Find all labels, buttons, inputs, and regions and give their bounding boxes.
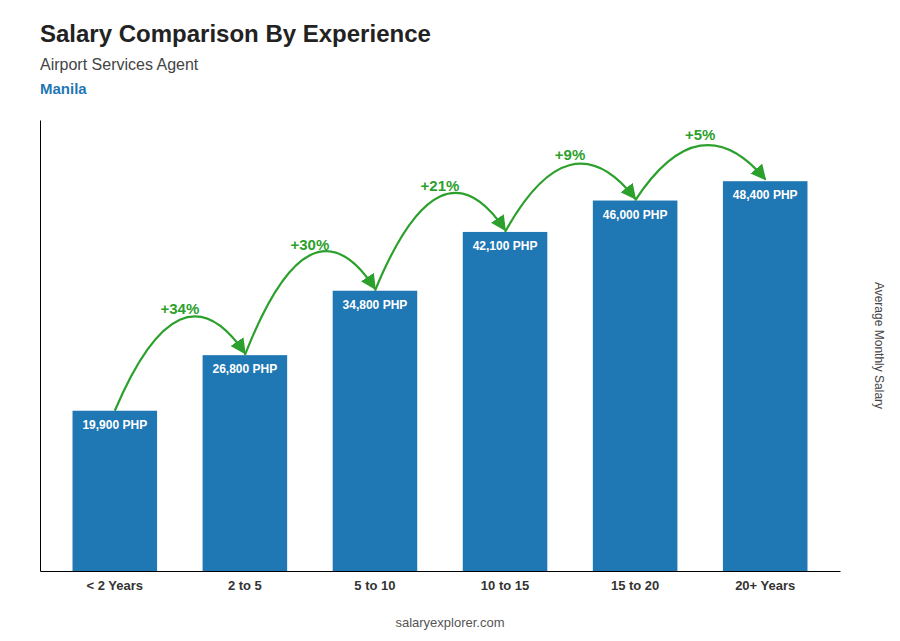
x-tick: 15 to 20: [611, 578, 659, 593]
x-tick: 20+ Years: [735, 578, 795, 593]
data-label: 48,400 PHP: [733, 188, 798, 202]
title: Salary Comparison By Experience: [40, 20, 431, 47]
bar: [723, 181, 808, 571]
x-tick-label: 20+ Years: [735, 578, 795, 593]
bar: [463, 232, 548, 571]
pct-arc: [375, 193, 505, 291]
x-tick-label: 15 to 20: [611, 578, 659, 593]
pct-arc: [505, 164, 635, 232]
data-label: 26,800 PHP: [213, 362, 278, 376]
y-axis: [40, 121, 41, 572]
x-tick: 5 to 10: [354, 578, 395, 593]
data-labels: 19,900 PHP 26,800 PHP 34,800 PHP 42,100 PHP…: [82, 188, 797, 432]
pct-label: +5%: [685, 126, 715, 143]
bar: [593, 201, 678, 571]
data-label: 34,800 PHP: [343, 298, 408, 312]
subtitle: Airport Services Agent: [40, 56, 199, 73]
data-label: 19,900 PHP: [82, 418, 147, 432]
bar: [203, 355, 288, 571]
y-label: Average Monthly Salary: [872, 282, 886, 409]
x-axis-line: [41, 571, 841, 572]
data-label: 46,000 PHP: [603, 208, 668, 222]
x-tick-label: < 2 Years: [87, 578, 144, 593]
x-tick: 10 to 15: [481, 578, 529, 593]
y-axis-line: [40, 121, 41, 572]
pct-label: +30%: [291, 236, 330, 253]
bar: [73, 411, 158, 571]
x-tick: 2 to 5: [228, 578, 262, 593]
pct-label: +9%: [555, 146, 585, 163]
pct-arc: [115, 316, 245, 410]
x-tick-label: 5 to 10: [354, 578, 395, 593]
x-axis: < 2 Years 2 to 5 5 to 10 10 to 15 15 to 20 20…: [41, 572, 841, 594]
chart: Salary Comparison By Experience Airport S…: [0, 0, 900, 641]
x-tick-label: 10 to 15: [481, 578, 529, 593]
pct-label: +34%: [160, 300, 199, 317]
plot: < 2 Years 2 to 5 5 to 10 10 to 15 15 to 20 20…: [41, 121, 841, 594]
x-tick-label: 2 to 5: [228, 578, 262, 593]
pct-annotations: +34% +30% +21% +9% +5%: [115, 126, 765, 411]
data-label: 42,100 PHP: [473, 239, 538, 253]
bar: [333, 291, 418, 571]
bars: [73, 181, 808, 571]
pct-arc: [635, 145, 765, 200]
x-tick: < 2 Years: [87, 578, 144, 593]
pct-arc: [245, 251, 375, 355]
footer: salaryexplorer.com: [395, 615, 504, 630]
pct-label: +21%: [421, 177, 460, 194]
city: Manila: [40, 80, 87, 97]
